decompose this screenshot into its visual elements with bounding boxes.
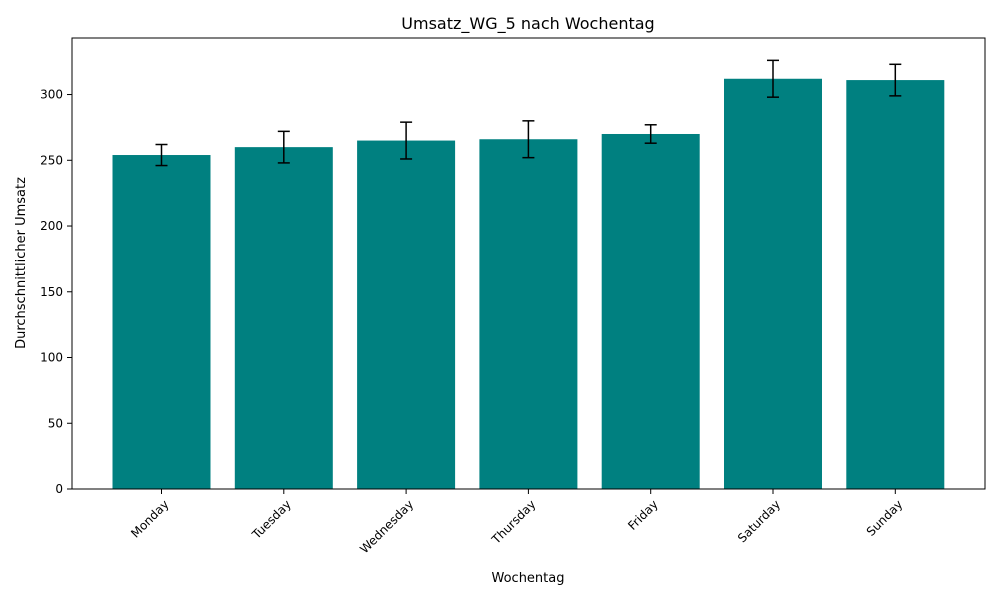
error-bar-wednesday [400,121,413,160]
y-tick-label: 0 [55,482,63,496]
chart-title: Umsatz_WG_5 nach Wochentag [401,14,654,34]
error-bar-thursday [522,120,535,159]
x-tick-label: Saturday [735,497,783,545]
y-tick-label: 200 [40,219,63,233]
y-axis: 0 50 100 150 200 250 300 [40,88,72,496]
bar-monday [112,155,211,490]
y-axis-label: Durchschnittlicher Umsatz [14,177,29,349]
error-bar-friday [644,124,657,144]
y-tick-label: 250 [40,153,63,167]
x-axis: Monday Tuesday Wednesday Thursday Friday Satu… [128,489,905,556]
x-tick-label: Friday [625,497,661,533]
bars-group [112,78,945,490]
y-tick-label: 50 [48,416,63,430]
bar-tuesday [234,147,333,490]
x-tick-label: Sunday [864,497,906,539]
error-bar-monday [155,143,168,167]
error-bar-saturday [767,59,779,98]
bar-friday [601,133,700,490]
bar-thursday [479,139,578,489]
y-tick-label: 150 [40,285,63,299]
error-bar-sunday [889,63,902,97]
y-tick-label: 300 [40,88,63,102]
bar-sunday [846,80,945,489]
y-tick-label: 100 [40,351,63,365]
x-tick-label: Tuesday [249,497,294,542]
error-bar-tuesday [277,130,290,164]
x-tick-label: Wednesday [357,497,416,556]
x-tick-label: Thursday [488,497,538,547]
x-tick-label: Monday [128,497,171,540]
x-axis-label: Wochentag [492,571,565,586]
error-bars-group [155,59,902,167]
bar-wednesday [357,140,456,490]
bar-saturday [724,78,822,490]
